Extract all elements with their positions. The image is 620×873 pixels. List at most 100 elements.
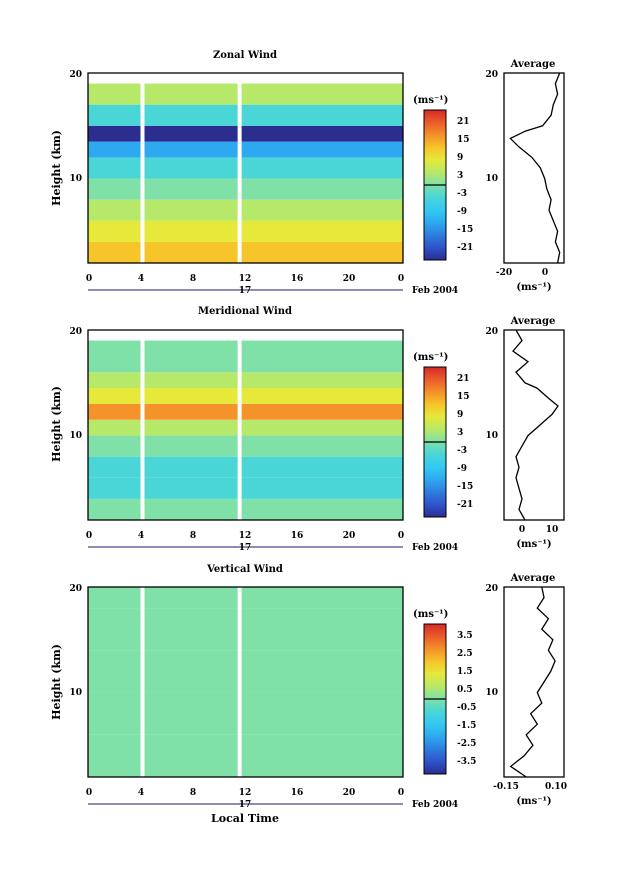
x-tick-label: 8 bbox=[190, 274, 196, 284]
y-axis-label: Height (km) bbox=[50, 386, 63, 462]
heatmap-band bbox=[88, 456, 403, 478]
date-label: Feb 2004 bbox=[412, 543, 458, 553]
x-tick-label: 0 bbox=[86, 788, 92, 798]
colorbar-label: 1.5 bbox=[457, 667, 473, 677]
colorbar-label: -15 bbox=[457, 482, 473, 492]
y-tick-label: 20 bbox=[69, 584, 82, 594]
colorbar-label: -1.5 bbox=[457, 721, 476, 731]
x-tick-label: 20 bbox=[343, 274, 356, 284]
colorbar-label: -2.5 bbox=[457, 739, 476, 749]
colorbar-labels: 21 15 9 3 -3 -9 -15 -21 bbox=[457, 374, 473, 510]
data-gap bbox=[140, 587, 145, 777]
x-tick-label: 8 bbox=[190, 788, 196, 798]
avg-unit: (ms⁻¹) bbox=[516, 796, 551, 807]
heatmap-band bbox=[88, 435, 403, 457]
colorbar-label: -3 bbox=[457, 189, 467, 199]
x-tick-label: 0 bbox=[86, 531, 92, 541]
date-day: 17 bbox=[239, 286, 252, 296]
panel-title: Zonal Wind bbox=[213, 50, 277, 61]
avg-x-tick-label: -0.15 bbox=[493, 782, 519, 792]
panel-zonal: Zonal Wind Height (km) 20 10 0 4 8 12 16… bbox=[50, 50, 565, 296]
x-tick-label: 8 bbox=[190, 531, 196, 541]
x-tick-label: 12 bbox=[239, 274, 252, 284]
heatmap-band bbox=[88, 241, 403, 263]
x-tick-label: 0 bbox=[398, 788, 404, 798]
colorbar-label: 9 bbox=[457, 410, 463, 420]
colorbar-label: -0.5 bbox=[457, 703, 476, 713]
average-title: Average bbox=[510, 573, 556, 584]
heatmap-band bbox=[88, 199, 403, 221]
heatmap-band bbox=[88, 650, 403, 693]
colorbar-label: 3 bbox=[457, 171, 463, 181]
avg-x-tick-label: -20 bbox=[496, 268, 512, 278]
avg-x-tick-label: 0 bbox=[519, 525, 525, 535]
heatmap-band bbox=[88, 608, 403, 651]
colorbar-labels: 3.5 2.5 1.5 0.5 -0.5 -1.5 -2.5 -3.5 bbox=[457, 631, 476, 767]
data-gap bbox=[237, 587, 242, 777]
heatmap-band bbox=[88, 157, 403, 179]
x-tick-labels: 0 4 8 12 16 20 0 bbox=[86, 788, 404, 798]
x-axis-label: Local Time bbox=[211, 812, 279, 825]
colorbar-label: 0.5 bbox=[457, 685, 473, 695]
colorbar-label: -21 bbox=[457, 243, 473, 253]
colorbar-label: 2.5 bbox=[457, 649, 473, 659]
x-tick-label: 4 bbox=[138, 274, 144, 284]
colorbar-label: 3 bbox=[457, 428, 463, 438]
heatmap-band bbox=[88, 83, 403, 105]
data-gap bbox=[237, 330, 242, 520]
average-frame bbox=[503, 329, 565, 521]
heatmap-band bbox=[88, 104, 403, 126]
x-tick-label: 12 bbox=[239, 788, 252, 798]
colorbar-label: 21 bbox=[457, 117, 470, 127]
panel-title: Meridional Wind bbox=[198, 306, 292, 317]
heatmap-band bbox=[88, 220, 403, 242]
colorbar-label: 15 bbox=[457, 135, 470, 145]
heatmap-band bbox=[88, 403, 403, 420]
colorbar-label: 9 bbox=[457, 153, 463, 163]
colorbar-label: 3.5 bbox=[457, 631, 473, 641]
avg-unit: (ms⁻¹) bbox=[516, 282, 551, 293]
data-gap bbox=[140, 330, 145, 520]
heatmap-band bbox=[88, 125, 403, 142]
heatmap-band bbox=[88, 734, 403, 777]
colorbar-label: 21 bbox=[457, 374, 470, 384]
avg-unit: (ms⁻¹) bbox=[516, 539, 551, 550]
x-tick-label: 0 bbox=[398, 531, 404, 541]
avg-y-tick-label: 10 bbox=[485, 174, 498, 184]
x-tick-label: 12 bbox=[239, 531, 252, 541]
heatmap-band bbox=[88, 692, 403, 735]
heatmap-band bbox=[88, 419, 403, 436]
x-tick-label: 4 bbox=[138, 531, 144, 541]
x-tick-label: 0 bbox=[86, 274, 92, 284]
avg-x-tick-label: 0.10 bbox=[545, 782, 567, 792]
panel-vertical: Vertical Wind Height (km) 20 10 0 4 8 12… bbox=[50, 564, 567, 825]
plot-frame bbox=[87, 72, 404, 264]
x-tick-labels: 0 4 8 12 16 20 0 bbox=[86, 531, 404, 541]
x-tick-label: 16 bbox=[291, 274, 304, 284]
data-gap bbox=[237, 73, 242, 263]
x-tick-label: 0 bbox=[398, 274, 404, 284]
heatmap-band bbox=[88, 477, 403, 499]
avg-y-tick-label: 10 bbox=[485, 688, 498, 698]
average-profile-line bbox=[509, 72, 561, 264]
heatmap-field bbox=[88, 330, 403, 520]
colorbar-unit: (ms⁻¹) bbox=[413, 352, 448, 363]
plot-frame bbox=[87, 329, 404, 521]
average-frame bbox=[503, 586, 565, 778]
data-gap bbox=[140, 73, 145, 263]
date-day: 17 bbox=[239, 543, 252, 553]
avg-y-tick-label: 10 bbox=[485, 431, 498, 441]
avg-x-tick-label: 10 bbox=[546, 525, 559, 535]
colorbar-unit: (ms⁻¹) bbox=[413, 95, 448, 106]
x-tick-label: 4 bbox=[138, 788, 144, 798]
y-tick-label: 20 bbox=[69, 70, 82, 80]
colorbar-label: -3 bbox=[457, 446, 467, 456]
colorbar-label: -9 bbox=[457, 207, 467, 217]
average-profile-line bbox=[512, 329, 559, 521]
date-day: 17 bbox=[239, 800, 252, 810]
average-title: Average bbox=[510, 59, 556, 70]
avg-y-tick-label: 20 bbox=[485, 70, 498, 80]
colorbar-labels: 21 15 9 3 -3 -9 -15 -21 bbox=[457, 117, 473, 253]
y-tick-label: 20 bbox=[69, 327, 82, 337]
x-tick-label: 20 bbox=[343, 531, 356, 541]
